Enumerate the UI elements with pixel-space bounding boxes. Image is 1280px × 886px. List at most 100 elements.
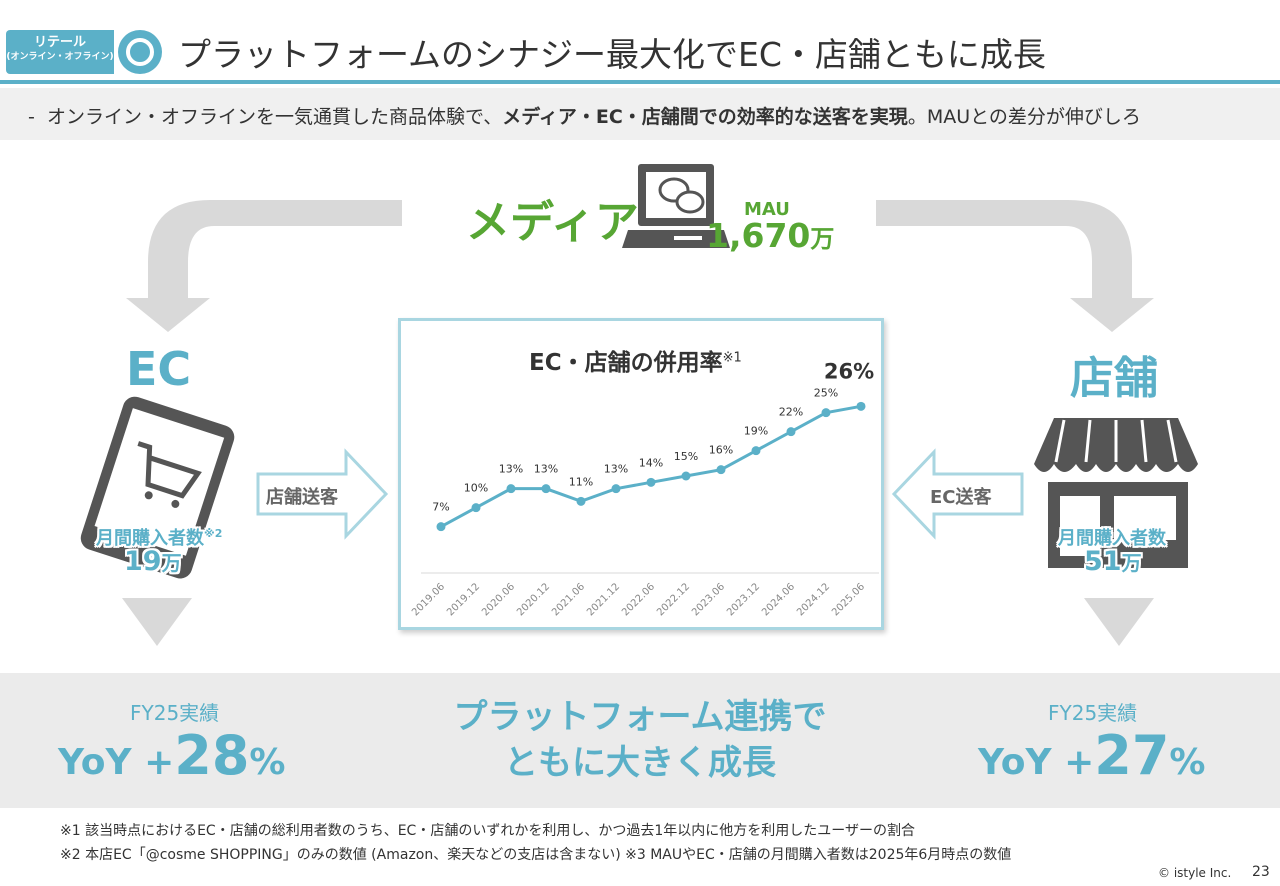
page-title: プラットフォームのシナジー最大化でEC・店舗ともに成長 [178,35,1046,74]
mau-value: 1,670万 [706,216,834,255]
ec-send-label: EC送客 [930,487,992,508]
mau-number: 1,670 [706,216,811,255]
subtitle-band [0,88,1280,140]
data-label: 15% [674,450,698,463]
x-tick-label: 2020.06 [480,581,517,618]
ec-buyers-text: 月間購入者数 [96,528,204,549]
data-label: 13% [499,463,523,476]
x-tick-label: 2024.06 [760,581,797,618]
ec-buyers-unit: 万 [161,551,182,575]
x-tick-label: 2023.12 [725,581,762,618]
ec-buyers-number: 19 [124,546,162,577]
mau-unit: 万 [810,225,835,253]
flow-arrow-right [876,200,1154,332]
smartphone-cart-icon [80,396,235,579]
outline-arrow-ec-send [891,448,1024,540]
data-point [611,484,621,494]
store-buyers-number: 51 [1084,546,1122,577]
results-band [0,673,1280,808]
x-tick-label: 2023.06 [690,581,727,618]
section-tag-sub: (オンライン・オフライン) [6,52,114,62]
x-tick-label: 2021.12 [585,581,622,618]
data-label: 13% [604,463,628,476]
x-tick-label: 2022.06 [620,581,657,618]
footnote-2: ※2 本店EC「@cosme SHOPPING」のみの数値 (Amazon、楽天… [60,847,1012,863]
data-label: 13% [534,463,558,476]
page-number: 23 [1252,864,1270,880]
outline-arrow-store-send [256,448,389,540]
ec-buyers-note: ※2 [204,527,223,540]
store-send-label: 店舗送客 [266,487,338,508]
data-label: 22% [779,406,803,419]
ec-fy-label: FY25実績 [130,701,220,725]
x-tick-label: 2019.06 [410,581,447,618]
chart-title-text: EC・店舗の併用率 [529,350,723,376]
data-label: 25% [814,387,838,400]
x-tick-label: 2022.12 [655,581,692,618]
ec-yoy: YoY +28% [58,724,286,787]
data-label: 7% [432,501,449,514]
data-point [576,496,586,506]
data-point [751,446,761,456]
store-icon [1034,418,1198,568]
store-yoy-prefix: YoY + [978,742,1095,783]
line-chart: 7% 2019.06 10% 2019.12 13% 2020.06 13% 2020.12 1… [410,359,879,618]
x-tick-label: 2019.12 [445,581,482,618]
data-point [436,522,446,532]
data-label: 11% [569,475,593,488]
data-label: 19% [744,425,768,438]
x-tick-label: 2020.12 [515,581,552,618]
data-point [646,477,656,487]
down-arrow-store [1084,598,1154,646]
x-tick-label: 2021.06 [550,581,587,618]
subtitle-part2: 。MAUとの差分が伸びしろ [907,106,1141,128]
subtitle-dash: - [28,106,35,128]
store-yoy-value: 27 [1094,724,1170,787]
data-point [681,471,691,481]
data-label: 14% [639,456,663,469]
section-circle-icon [118,30,162,74]
data-point [716,465,726,475]
data-point [541,484,551,494]
data-point [856,401,866,411]
ec-yoy-value: 28 [174,724,250,787]
store-buyers-label: 月間購入者数 [1058,528,1166,549]
store-fy-label: FY25実績 [1048,701,1138,725]
subtitle-part1: オンライン・オフラインを一気通貫した商品体験で、 [46,106,503,128]
store-label: 店舗 [1070,353,1158,404]
subtitle-bold: メディア・EC・店舗間での効率的な送客を実現 [502,106,908,128]
section-tag: リテール (オンライン・オフライン) [6,30,114,74]
center-message-line2: ともに大きく成長 [504,743,776,783]
chart-panel: EC・店舗の併用率※1 7% 2019.06 10% 2019.12 13% 2020.0… [398,318,884,630]
x-tick-label: 2024.12 [795,581,832,618]
subtitle: - オンライン・オフラインを一気通貫した商品体験で、メディア・EC・店舗間での効… [28,102,1141,129]
down-arrow-ec [122,598,192,646]
data-label: 16% [709,444,733,457]
data-point [786,427,796,437]
laptop-icon [622,164,730,248]
data-point [471,503,481,513]
store-buyers-value: 51万 [1084,546,1142,577]
store-yoy-suffix: % [1169,742,1206,783]
ec-buyers-value: 19万 [124,546,182,577]
store-yoy: YoY +27% [978,724,1206,787]
data-label: 26% [824,359,874,383]
copyright: © istyle Inc. [1158,866,1232,880]
center-message: プラットフォーム連携で ともに大きく成長 [430,694,850,786]
section-tag-main: リテール [33,35,86,50]
ec-yoy-suffix: % [249,742,286,783]
ec-yoy-prefix: YoY + [58,742,175,783]
media-label: メディア [466,197,639,248]
ec-buyers-label: 月間購入者数※2 [96,524,222,550]
mau-label: MAU [744,199,790,220]
footnote-1: ※1 該当時点におけるEC・店舗の総利用者数のうち、EC・店舗のいずれかを利用し… [60,823,915,839]
title-divider [0,80,1280,84]
data-point [506,484,516,494]
center-message-line1: プラットフォーム連携で [453,697,827,737]
ec-label: EC [126,342,192,396]
data-label: 10% [464,482,488,495]
chart-title: EC・店舗の併用率※1 [529,343,742,377]
data-point [821,408,831,418]
store-buyers-unit: 万 [1121,551,1142,575]
